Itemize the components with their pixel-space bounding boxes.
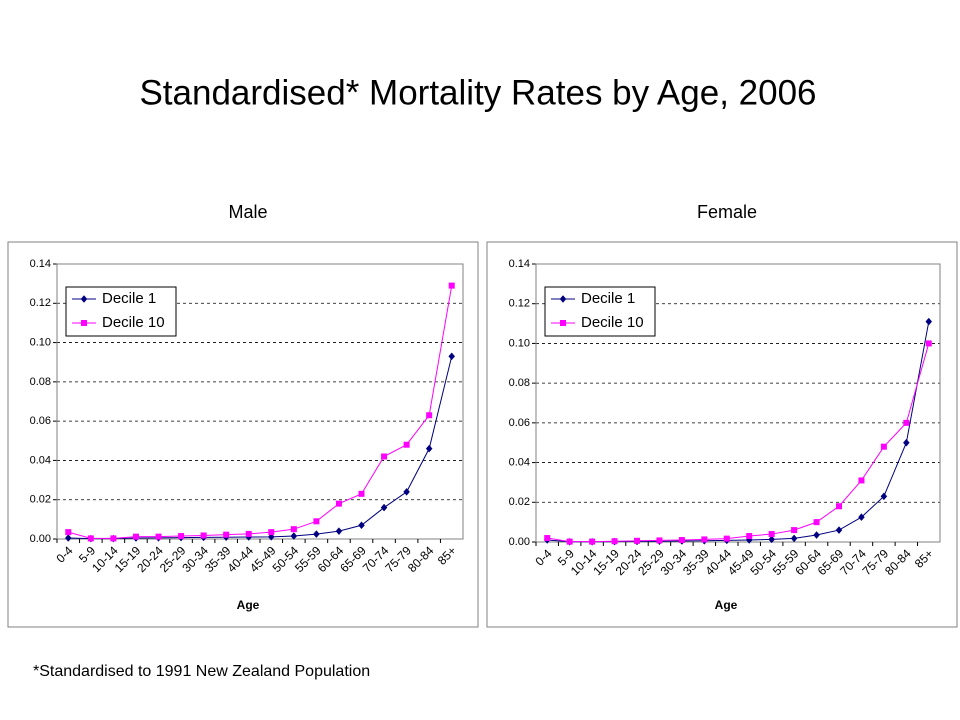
legend — [65, 286, 177, 337]
data-point — [381, 453, 388, 460]
data-point — [380, 503, 388, 512]
data-point — [403, 487, 410, 496]
data-point — [448, 352, 456, 361]
y-tick-label: 0.08 — [509, 377, 530, 389]
data-point — [132, 533, 139, 540]
y-tick-label: 0.12 — [509, 298, 530, 310]
data-point — [64, 534, 72, 542]
data-point — [925, 317, 933, 326]
data-point — [425, 444, 433, 453]
data-point — [880, 492, 888, 501]
legend-marker — [559, 295, 567, 303]
data-point — [656, 537, 663, 544]
data-point — [701, 536, 708, 543]
data-point — [335, 527, 343, 536]
data-point — [791, 527, 798, 534]
y-tick-label: 0.14 — [509, 258, 530, 270]
data-point — [678, 537, 685, 544]
legend-label: Decile 1 — [102, 290, 156, 307]
data-point — [335, 500, 342, 507]
y-tick-label: 0.10 — [509, 337, 530, 349]
data-point — [925, 340, 932, 347]
chart-title: Male — [228, 202, 267, 222]
data-point — [903, 438, 910, 447]
data-point — [290, 526, 297, 533]
slide-title: Standardised* Mortality Rates by Age, 20… — [139, 73, 816, 112]
data-point — [566, 538, 573, 545]
series-line — [68, 356, 453, 540]
data-point — [245, 530, 252, 537]
y-tick-label: 0.00 — [509, 536, 530, 548]
data-point — [746, 533, 753, 540]
data-point — [813, 531, 820, 539]
x-axis-label: Age — [237, 598, 260, 612]
y-tick-label: 0.02 — [509, 496, 530, 508]
data-point — [611, 538, 618, 545]
data-point — [268, 529, 275, 536]
y-tick-label: 0.06 — [509, 417, 530, 429]
legend-marker — [560, 320, 566, 326]
x-axis-label: Age — [715, 598, 738, 612]
data-point — [813, 519, 820, 526]
data-point — [858, 477, 865, 484]
y-tick-label: 0.04 — [30, 454, 51, 466]
data-point — [634, 537, 640, 544]
legend-marker — [80, 295, 88, 303]
data-point — [313, 518, 320, 525]
data-point — [880, 443, 887, 450]
y-tick-label: 0.06 — [30, 415, 51, 427]
data-point — [858, 513, 865, 522]
y-tick-label: 0.10 — [30, 336, 51, 348]
data-point — [313, 530, 320, 538]
data-point — [448, 282, 455, 289]
data-point — [110, 535, 117, 542]
data-point — [155, 533, 162, 540]
data-point — [358, 521, 365, 530]
y-tick-label: 0.00 — [30, 533, 51, 545]
legend — [544, 286, 656, 337]
data-point — [358, 490, 365, 497]
data-point — [87, 535, 94, 542]
data-point — [267, 532, 275, 541]
data-point — [200, 532, 207, 539]
data-point — [768, 531, 775, 538]
y-tick-label: 0.04 — [509, 456, 530, 468]
y-tick-label: 0.14 — [30, 258, 51, 270]
legend-label: Decile 10 — [102, 314, 165, 331]
series-line — [547, 343, 930, 543]
data-point — [65, 529, 72, 536]
data-point — [426, 412, 433, 419]
legend-label: Decile 10 — [581, 314, 644, 331]
data-point — [544, 535, 551, 542]
data-point — [768, 535, 775, 544]
data-point — [290, 532, 298, 540]
data-point — [835, 526, 843, 534]
y-tick-label: 0.02 — [30, 494, 51, 506]
legend-label: Decile 1 — [581, 290, 635, 307]
data-point — [589, 538, 596, 545]
y-tick-label: 0.08 — [30, 376, 51, 388]
legend-marker — [81, 320, 87, 326]
y-tick-label: 0.12 — [30, 297, 51, 309]
data-point — [223, 531, 230, 538]
chart-title: Female — [697, 202, 757, 222]
data-point — [178, 533, 185, 540]
data-point — [836, 503, 842, 510]
data-point — [723, 535, 730, 542]
footnote: *Standardised to 1991 New Zealand Popula… — [33, 663, 370, 680]
series-line — [68, 285, 453, 539]
data-point — [790, 534, 798, 543]
data-point — [903, 419, 910, 426]
data-point — [403, 441, 410, 448]
